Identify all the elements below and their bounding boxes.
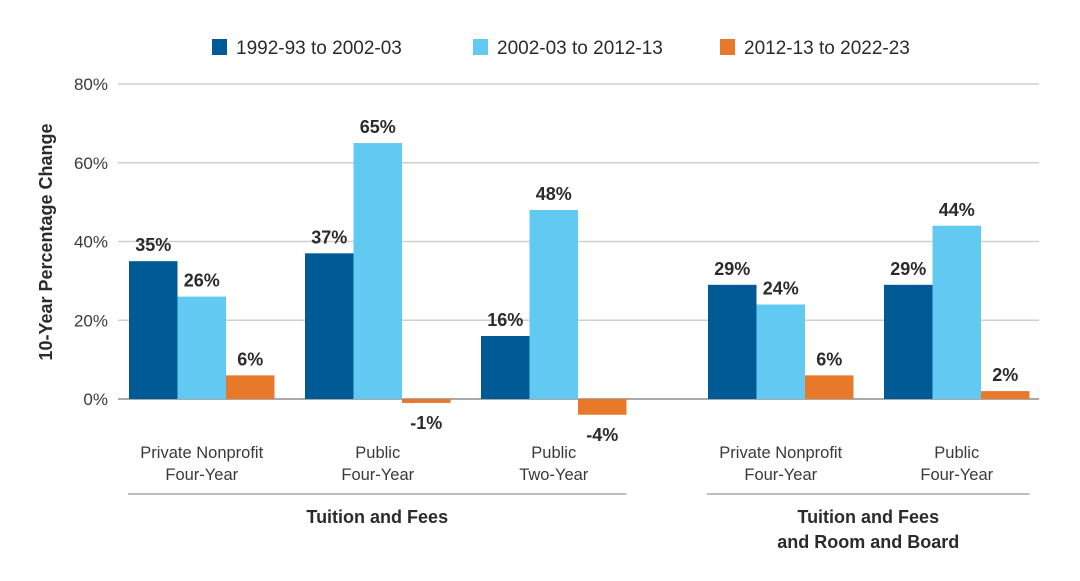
group-labels: Tuition and Fees Tuition and Fees and Room… — [128, 493, 1030, 552]
legend-label: 1992-93 to 2002-03 — [236, 38, 402, 59]
bar — [402, 399, 451, 403]
data-label: 29% — [714, 259, 750, 279]
data-label: 44% — [939, 200, 975, 220]
category-label: Public Four-Year — [920, 444, 993, 484]
data-label: 2% — [992, 365, 1018, 385]
bar — [305, 253, 354, 399]
bar — [756, 304, 805, 399]
y-tick-label: 40% — [74, 233, 108, 252]
category-label: Public Four-Year — [341, 444, 414, 484]
bar — [177, 296, 226, 399]
data-label: 26% — [184, 271, 220, 291]
legend-item: 1992-93 to 2002-03 — [212, 38, 402, 59]
bar — [708, 284, 757, 399]
data-label: 35% — [135, 235, 171, 255]
category-label: Public Two-Year — [519, 444, 589, 484]
legend: 1992-93 to 2002-03 2002-03 to 2012-13 2012… — [212, 38, 910, 59]
data-label: 6% — [237, 349, 263, 369]
data-label: 37% — [311, 227, 347, 247]
legend-swatch — [473, 39, 488, 55]
data-label: 16% — [487, 310, 523, 330]
bar — [805, 375, 854, 399]
legend-swatch — [212, 39, 227, 55]
group-label: Tuition and Fees and Room and Board — [777, 507, 959, 552]
bar — [129, 261, 178, 399]
bar — [578, 399, 627, 415]
y-axis-label: 10-Year Percentage Change — [36, 123, 56, 360]
data-label: 6% — [816, 349, 842, 369]
bar — [353, 143, 402, 399]
y-tick-label: 60% — [74, 154, 108, 173]
group-label: Tuition and Fees — [306, 507, 448, 527]
bars — [129, 143, 1030, 415]
bar — [481, 336, 530, 399]
bar — [226, 375, 275, 399]
category-label: Private Nonprofit Four-Year — [719, 444, 842, 484]
data-label: 24% — [763, 279, 799, 299]
category-label: Private Nonprofit Four-Year — [140, 444, 263, 484]
y-tick-label: 80% — [74, 75, 108, 94]
y-tick-label: 20% — [74, 311, 108, 330]
legend-item: 2012-13 to 2022-23 — [720, 38, 910, 59]
bar — [932, 225, 981, 399]
legend-label: 2002-03 to 2012-13 — [497, 38, 663, 59]
data-label: -1% — [410, 413, 442, 433]
bar — [529, 210, 578, 399]
legend-swatch — [720, 39, 735, 55]
legend-label: 2012-13 to 2022-23 — [744, 38, 910, 59]
y-tick-label: 0% — [83, 390, 108, 409]
y-axis: 10-Year Percentage Change 0% 20% 40% 60% 80% — [36, 75, 108, 409]
bar — [884, 284, 933, 399]
data-label: 48% — [536, 184, 572, 204]
category-labels: Private Nonprofit Four-Year Public Four-Yea… — [140, 444, 993, 484]
data-label: 65% — [360, 117, 396, 137]
data-label: 29% — [890, 259, 926, 279]
legend-item: 2002-03 to 2012-13 — [473, 38, 663, 59]
bar — [981, 391, 1030, 399]
data-label: -4% — [586, 425, 618, 445]
data-labels: 35% 37% 16% 29% 29% 26% 65% 48% 24% 44% 6% -1% -4% 6%… — [135, 117, 1018, 445]
